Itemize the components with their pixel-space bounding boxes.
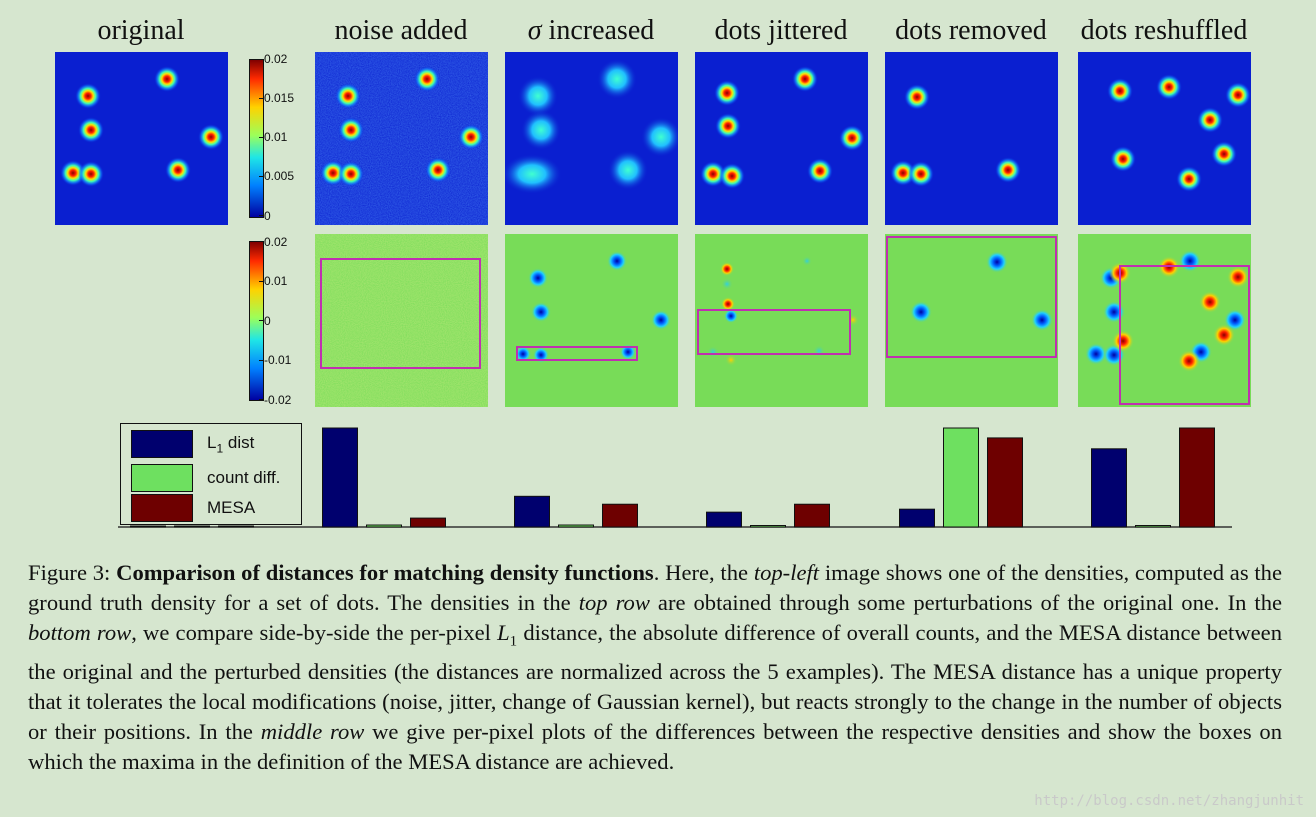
bar-l1-5 xyxy=(1091,448,1127,528)
density-dots-jittered xyxy=(695,52,868,225)
diff-noise-added xyxy=(315,234,488,407)
column-title-dots-removed: dots removed xyxy=(895,15,1047,46)
bar-count-3 xyxy=(750,525,786,528)
density-sigma-increased xyxy=(505,52,678,225)
colorbar-mid-tick: -0.01 xyxy=(264,353,292,367)
legend-label-l1: L1 dist xyxy=(207,432,255,456)
colorbar-top-tick: 0.02 xyxy=(264,52,288,66)
bar-count-2 xyxy=(558,524,594,528)
bar-l1-3 xyxy=(706,511,742,528)
bar-l1-1 xyxy=(322,427,358,528)
density-original xyxy=(55,52,228,225)
figure-title: Comparison of distances for matching den… xyxy=(116,560,654,585)
density-noise-added xyxy=(315,52,488,225)
bar-mesa-1 xyxy=(410,517,446,528)
column-title-dots-reshuffled: dots reshuffled xyxy=(1080,15,1248,46)
bar-mesa-0 xyxy=(218,525,254,528)
bar-mesa-5 xyxy=(1179,427,1215,528)
bar-count-0 xyxy=(174,525,210,528)
bar-mesa-4 xyxy=(987,437,1023,528)
watermark: http://blog.csdn.net/zhangjunhit xyxy=(1034,793,1304,809)
chart-legend: L1 dist count diff. MESA xyxy=(120,423,302,525)
colorbar-top-tick: 0.005 xyxy=(264,169,295,183)
colorbar-top-tick: 0.015 xyxy=(264,91,295,105)
diff-sigma-increased xyxy=(505,234,678,407)
legend-swatch-mesa xyxy=(131,494,193,522)
bar-l1-4 xyxy=(899,508,935,528)
colorbar-mid-tick: -0.02 xyxy=(264,393,292,407)
column-title-original: original xyxy=(97,15,185,46)
bar-mesa-2 xyxy=(602,503,638,528)
colorbar-top-tick: 0 xyxy=(264,209,271,223)
column-title-dots-jittered: dots jittered xyxy=(714,15,848,46)
bar-count-4 xyxy=(943,427,979,528)
legend-label-mesa: MESA xyxy=(207,498,256,517)
bar-mesa-3 xyxy=(794,503,830,528)
figure-number: Figure 3: xyxy=(28,560,111,585)
bar-count-5 xyxy=(1135,525,1171,528)
colorbar-mid-tick: 0.01 xyxy=(264,274,288,288)
diff-dots-jittered xyxy=(695,234,868,407)
density-dots-reshuffled xyxy=(1078,52,1251,225)
density-dots-removed xyxy=(885,52,1058,225)
colorbar-mid-tick: 0 xyxy=(264,314,271,328)
colorbar-mid-tick: 0.02 xyxy=(264,235,288,249)
colorbar-top-tick: 0.01 xyxy=(264,130,288,144)
colorbar-middle xyxy=(249,241,264,401)
legend-swatch-l1 xyxy=(131,430,193,458)
diff-dots-removed xyxy=(885,234,1058,407)
legend-label-count: count diff. xyxy=(207,468,281,487)
column-title-sigma-increased: σ increased xyxy=(527,15,655,46)
bar-l1-0 xyxy=(130,525,166,528)
legend-swatch-count xyxy=(131,464,193,492)
bar-count-1 xyxy=(366,524,402,528)
distance-bar-chart xyxy=(118,427,1232,528)
bar-l1-2 xyxy=(514,495,550,528)
column-title-noise-added: noise added xyxy=(334,15,468,46)
colorbar-top xyxy=(249,59,264,218)
diff-dots-reshuffled xyxy=(1078,234,1251,407)
figure-caption: Figure 3: Comparison of distances for ma… xyxy=(28,560,1283,774)
